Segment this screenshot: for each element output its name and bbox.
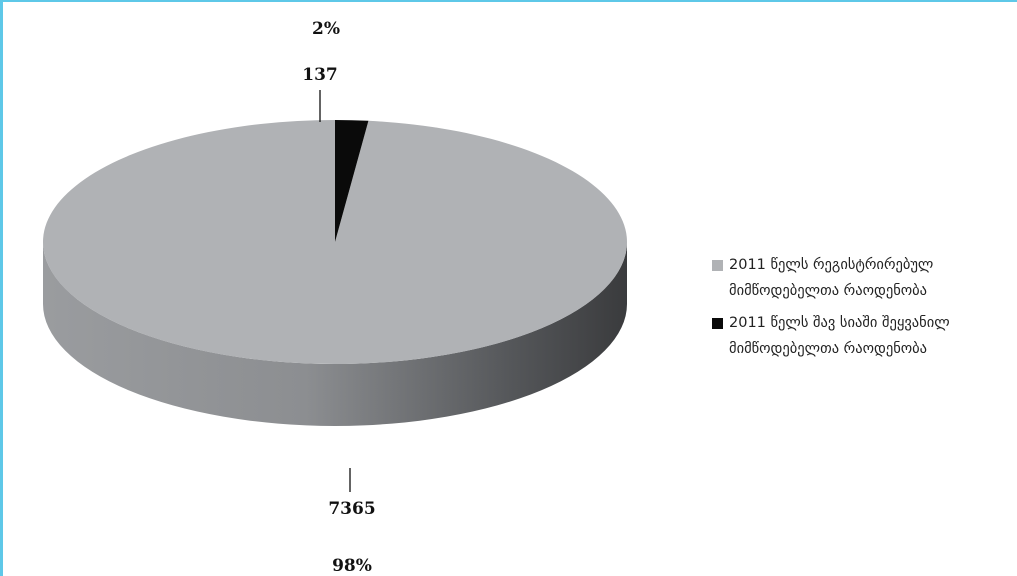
legend-item-blacklisted: 2011 წელს შავ სიაში შეყვანილ მიმწოდებელთ…	[712, 310, 1012, 362]
legend-label-registered-line2: მიმწოდებელთა რაოდენობა	[729, 283, 928, 299]
data-label-registered-percent: 98%	[332, 556, 372, 576]
data-label-blacklisted-value: 137	[302, 65, 338, 85]
legend-swatch-blacklisted	[712, 318, 723, 329]
legend-item-registered: 2011 წელს რეგისტრირებულ მიმწოდებელთა რაო…	[712, 252, 1012, 304]
legend: 2011 წელს რეგისტრირებულ მიმწოდებელთა რაო…	[712, 252, 1012, 368]
pie-side-wall	[43, 242, 627, 426]
pie-slice-blacklisted	[335, 120, 369, 242]
legend-label-blacklisted-line1: 2011 წელს შავ სიაში შეყვანილ	[729, 315, 950, 331]
legend-label-blacklisted-line2: მიმწოდებელთა რაოდენობა	[729, 341, 928, 357]
data-label-registered-value: 7365	[328, 499, 375, 519]
legend-label-registered-line1: 2011 წელს რეგისტრირებულ	[729, 257, 934, 273]
data-label-blacklisted-percent: 2%	[312, 19, 340, 39]
pie-slice-registered	[43, 120, 628, 364]
legend-swatch-registered	[712, 260, 723, 271]
